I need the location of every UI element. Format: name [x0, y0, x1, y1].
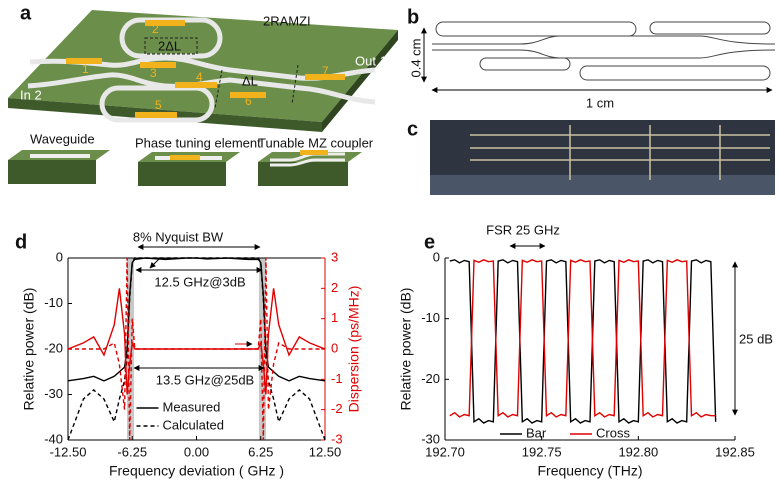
- x-tick-label: 192.85: [715, 444, 755, 459]
- x-tick-label: 12.50: [309, 444, 342, 459]
- photo-traces: [470, 125, 770, 180]
- y-tick-label: -10: [421, 310, 440, 325]
- port-label: In 2: [20, 87, 42, 102]
- y-tick-label: -20: [44, 340, 63, 355]
- panel-b: b 0.4 cm 1 cm: [407, 6, 776, 110]
- panel-a: a 2RAMZI In 1 In 2 Out 1 Out 2 1 2 3 4 5…: [8, 2, 398, 186]
- x-tick-label: 6.25: [248, 444, 273, 459]
- x-tick-label: -6.25: [117, 444, 147, 459]
- heater: [300, 150, 328, 155]
- delay-label: 2ΔL: [158, 38, 181, 53]
- delay-box: [144, 37, 198, 55]
- port-label: In 1: [24, 39, 46, 54]
- panel-label: b: [407, 6, 419, 28]
- device-title: 2RAMZI: [263, 13, 311, 28]
- annotation-arrow: [149, 257, 161, 269]
- heater: [135, 112, 177, 118]
- y-tick-label: -20: [421, 371, 440, 386]
- x-tick-label: -12.50: [50, 444, 87, 459]
- legend-label: Cross: [596, 425, 630, 440]
- y2-tick-label: 1: [331, 310, 338, 325]
- y-tick-label: 0: [56, 249, 63, 264]
- inset-chip: [258, 162, 348, 186]
- highlight-band: [127, 258, 134, 440]
- panel-label: c: [407, 118, 418, 140]
- heater: [175, 82, 217, 88]
- data-line: [68, 257, 325, 441]
- port-label: Out 2: [350, 103, 382, 118]
- legend-label: Calculated: [163, 417, 224, 432]
- x-tick-label: 0.00: [184, 444, 209, 459]
- y2-tick-label: 0: [331, 340, 338, 355]
- element-number: 3: [150, 66, 157, 80]
- x-axis-label: Frequency (THz): [537, 463, 642, 479]
- height-label: 0.4 cm: [408, 38, 423, 77]
- heater: [145, 20, 185, 26]
- photo-pads: [430, 175, 775, 195]
- y-tick-label: 0: [433, 249, 440, 264]
- x-tick-label: 192.70: [425, 444, 465, 459]
- inset-label: Tunable MZ coupler: [258, 135, 374, 150]
- divider: [214, 69, 223, 109]
- heater: [170, 155, 200, 160]
- highlight-band: [259, 258, 266, 440]
- data-line: [449, 259, 717, 424]
- y2-tick-label: -2: [331, 401, 343, 416]
- element-number: 5: [155, 98, 162, 112]
- annotation: 13.5 GHz@25dB: [156, 372, 254, 387]
- legend-label: Measured: [163, 399, 221, 414]
- panel-label: e: [424, 231, 435, 253]
- y2-axis-label: Dispersion (ps/MHz): [346, 286, 362, 413]
- annotation: 12.5 GHz@3dB: [154, 274, 245, 289]
- data-line: [67, 288, 326, 395]
- y-tick-label: -10: [44, 295, 63, 310]
- chip-side: [322, 30, 398, 132]
- y2-tick-label: -1: [331, 371, 343, 386]
- panel-label: a: [20, 2, 32, 24]
- element-number: 1: [82, 62, 89, 76]
- data-line: [67, 257, 326, 441]
- inset-chip: [8, 160, 96, 184]
- y2-tick-label: 3: [331, 249, 338, 264]
- heater: [66, 58, 102, 64]
- heater: [230, 92, 266, 98]
- y-axis-label: Relative power (dB): [21, 288, 37, 411]
- port-label: Out 1: [355, 53, 387, 68]
- y2-tick-label: -3: [331, 431, 343, 446]
- x-axis-label: Frequency deviation ( GHz ): [109, 463, 284, 479]
- panel-label: d: [15, 231, 27, 253]
- y2-tick-label: 2: [331, 280, 338, 295]
- y-tick-label: -40: [44, 431, 63, 446]
- heater: [305, 74, 345, 80]
- y-tick-label: -30: [44, 386, 63, 401]
- delay-label: ΔL: [242, 73, 258, 88]
- layout-outline: [432, 21, 776, 81]
- inset-label: Phase tuning element: [135, 135, 261, 150]
- element-number: 6: [245, 94, 252, 108]
- inset-label: Waveguide: [30, 131, 95, 146]
- element-number: 7: [322, 64, 329, 78]
- width-label: 1 cm: [586, 95, 614, 110]
- x-tick-label: 192.80: [618, 444, 658, 459]
- annotation: FSR 25 GHz: [486, 222, 560, 237]
- y-tick-label: -30: [421, 431, 440, 446]
- data-line: [449, 259, 716, 418]
- annotation: 25 dB: [739, 331, 773, 346]
- panel-c: c: [407, 118, 775, 195]
- divider: [291, 64, 299, 105]
- heater: [140, 62, 176, 68]
- element-number: 4: [196, 70, 203, 84]
- inset-chip: [138, 162, 226, 186]
- legend-label: Bar: [526, 425, 547, 440]
- y-axis-label: Relative power (dB): [398, 288, 414, 411]
- annotation: 8% Nyquist BW: [133, 229, 224, 244]
- element-number: 2: [152, 22, 159, 36]
- x-tick-label: 192.75: [522, 444, 562, 459]
